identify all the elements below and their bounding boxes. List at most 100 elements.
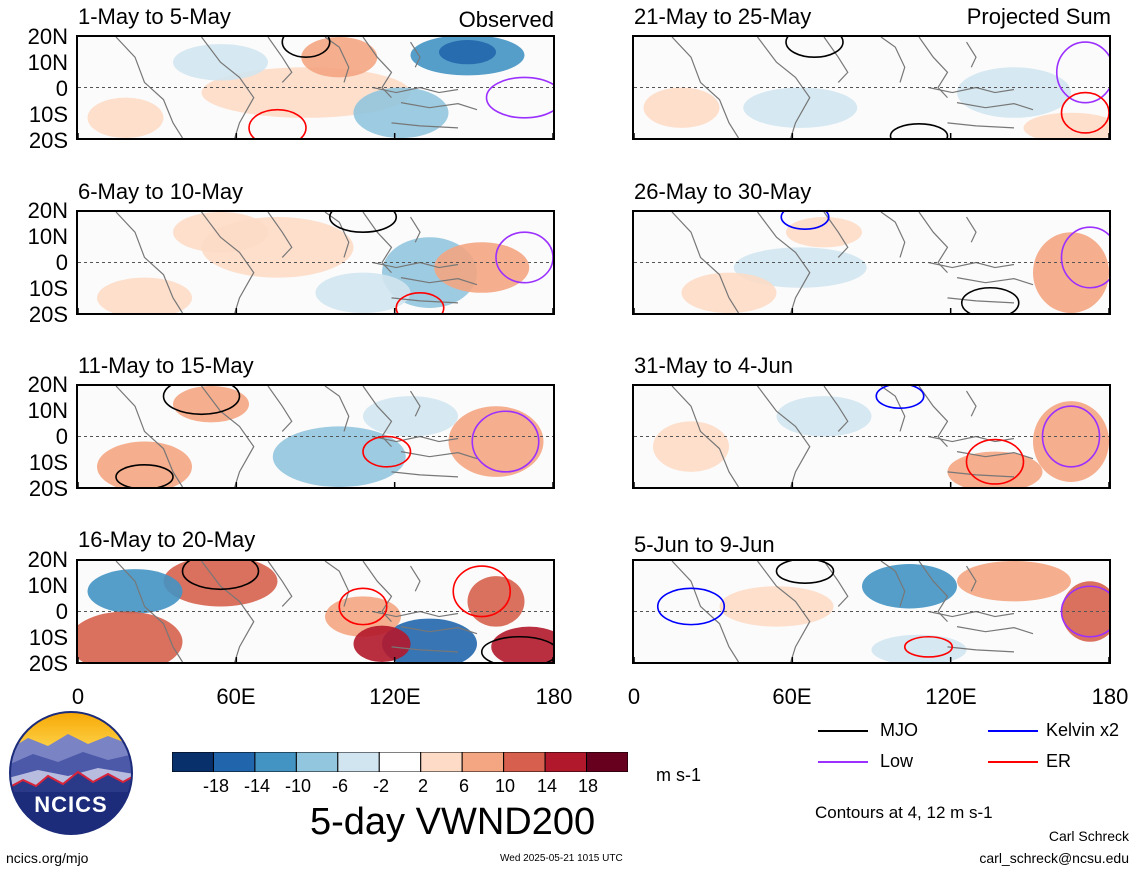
y-tick-label: 20N [27, 198, 68, 223]
coastline [880, 386, 906, 432]
anomaly-shading [87, 97, 164, 138]
coastline [956, 102, 1034, 111]
author-email[interactable]: carl_schreck@ncsu.edu [979, 850, 1129, 866]
y-tick-label: 10S [28, 102, 68, 127]
panel-title-8: 5-Jun to 9-Jun [634, 532, 775, 557]
coastline [823, 561, 849, 607]
anomaly-shading [733, 247, 867, 288]
y-tick-label: 0 [55, 599, 68, 624]
coastline [823, 37, 849, 83]
coastline [965, 41, 977, 68]
colorbar-tick-label: 6 [458, 776, 469, 796]
plot-panel-5 [632, 35, 1111, 140]
wave-contour [471, 410, 540, 473]
y-tick-label: 0 [55, 424, 68, 449]
legend-line-low [818, 761, 868, 763]
wave-contour [656, 587, 726, 626]
legend-label-low: Low [880, 751, 914, 771]
anomaly-shading [353, 625, 411, 662]
coastline [956, 626, 1034, 635]
wave-contour [903, 635, 954, 658]
units-label: m s-1 [656, 765, 701, 785]
wave-contour [395, 292, 445, 313]
plot-panel-8 [632, 559, 1111, 664]
coastline [391, 122, 459, 129]
wave-contour [495, 231, 553, 284]
colorbar [171, 751, 629, 773]
coastline [400, 102, 478, 111]
coastline [115, 561, 184, 662]
wave-contour [1060, 91, 1109, 134]
colorbar-swatch [461, 751, 505, 773]
y-tick-label: 10S [28, 276, 68, 301]
wave-contour [965, 438, 1025, 485]
panel-map [78, 37, 553, 138]
legend-line-er [988, 761, 1038, 763]
coastline [362, 561, 393, 623]
wave-contour [1041, 405, 1101, 468]
anomaly-shading [776, 396, 872, 437]
coastline [880, 561, 906, 607]
anomaly-shading [173, 212, 268, 253]
coastline [400, 451, 478, 460]
coastline [965, 565, 977, 592]
coastline [918, 37, 949, 99]
coastline [947, 122, 1015, 129]
coastline [956, 277, 1034, 286]
anomaly-shading [957, 67, 1071, 118]
anomaly-shading [681, 272, 777, 313]
legend-label-kelvin: Kelvin x2 [1046, 720, 1120, 740]
y-tick-label: 10S [28, 450, 68, 475]
panel-map [78, 386, 553, 487]
observed-label: Observed [458, 7, 554, 32]
anomaly-shading [363, 396, 458, 437]
plot-panel-6 [632, 210, 1111, 315]
wave-contour [162, 386, 241, 416]
coastline [267, 212, 293, 258]
y-tick-label: 20N [27, 547, 68, 572]
colorbar-swatch [171, 751, 214, 773]
colorbar-swatch [254, 751, 297, 773]
coastline [671, 37, 740, 138]
anomaly-shading [315, 272, 411, 313]
coastline [324, 212, 350, 258]
x-tick-label: 60E [772, 684, 812, 709]
coastline [267, 37, 293, 83]
x-tick-label: 0 [71, 684, 85, 709]
coastline [362, 37, 393, 99]
coastline [115, 386, 184, 487]
wave-contour [785, 37, 844, 58]
plot-panel-7 [632, 384, 1111, 489]
y-tick-label: 10S [28, 625, 68, 650]
panel-map [634, 561, 1109, 662]
anomaly-shading [301, 37, 378, 78]
author: Carl Schreck [1048, 828, 1129, 844]
panel-map [634, 386, 1109, 487]
panel-title-4: 16-May to 20-May [78, 527, 256, 552]
y-tick-label: 20S [28, 651, 68, 676]
wave-contour [875, 386, 925, 410]
site-link[interactable]: ncics.org/mjo [6, 850, 89, 866]
wave-contour [1060, 226, 1109, 289]
coastline [115, 37, 184, 138]
projected-label: Projected Sum [966, 4, 1111, 29]
anomaly-shading [353, 87, 449, 138]
colorbar-tick-label: 18 [577, 776, 599, 796]
coastline [965, 390, 977, 417]
anomaly-shading [78, 611, 183, 662]
y-tick-label: 10N [27, 398, 68, 423]
panel-title-2: 6-May to 10-May [78, 179, 244, 204]
coastline [918, 561, 949, 623]
panel-map [78, 561, 553, 662]
x-tick-label: 120E [925, 684, 977, 709]
y-tick-label: 20N [27, 372, 68, 397]
anomaly-shading [743, 87, 858, 128]
y-tick-label: 20S [28, 302, 68, 327]
anomaly-shading [786, 217, 862, 248]
colorbar-swatch [378, 751, 422, 773]
wave-contour [328, 212, 398, 233]
colorbar-tick-label: -14 [243, 776, 270, 796]
anomaly-shading [1033, 401, 1109, 482]
wave-contour [485, 76, 553, 119]
panel-title-7: 31-May to 4-Jun [634, 353, 793, 378]
